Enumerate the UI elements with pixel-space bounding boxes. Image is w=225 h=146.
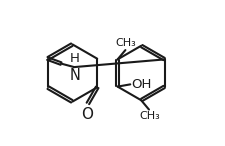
Text: N: N [70,68,81,83]
Text: OH: OH [131,78,151,91]
Text: H: H [70,52,80,65]
Text: CH₃: CH₃ [139,111,160,121]
Text: CH₃: CH₃ [115,38,136,48]
Text: O: O [81,107,93,122]
